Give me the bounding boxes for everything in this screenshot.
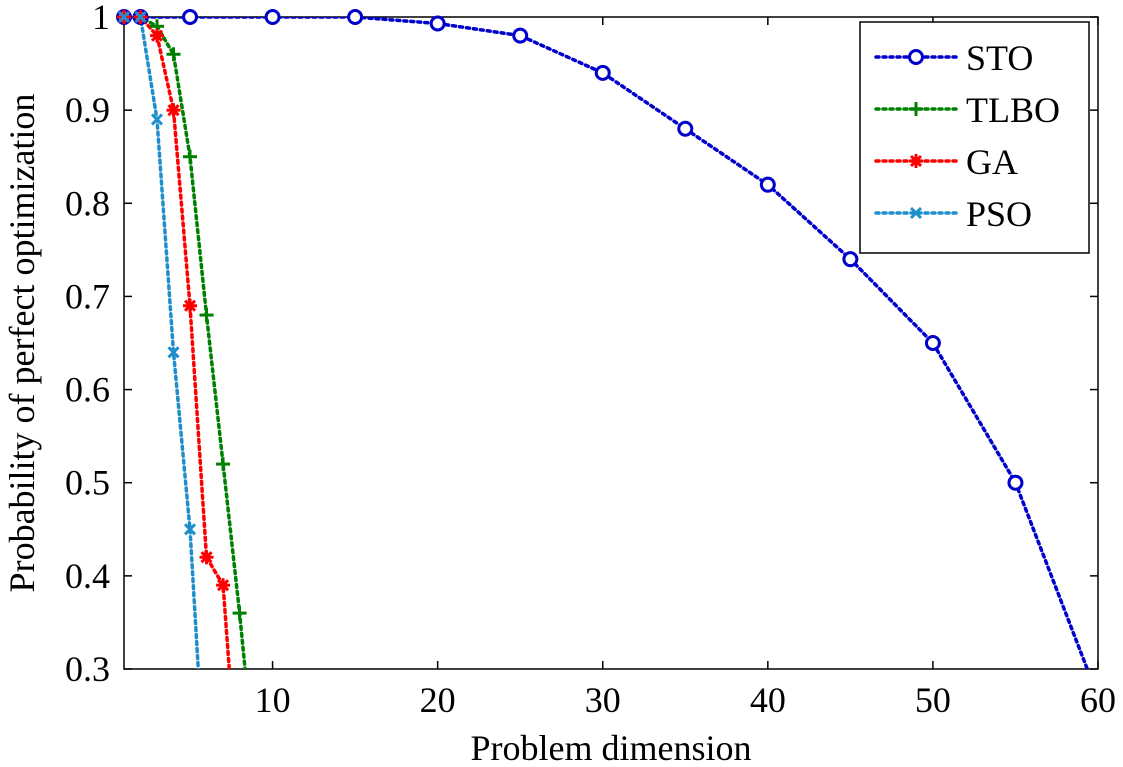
data-point-sto <box>842 251 859 268</box>
data-point-sto <box>677 120 694 137</box>
data-point-ga <box>166 103 181 118</box>
data-point-ga <box>216 578 231 593</box>
legend-marker-tlbo <box>909 102 923 116</box>
data-point-tlbo <box>199 308 214 323</box>
data-point-pso <box>134 10 147 24</box>
legend-label-sto: STO <box>966 38 1033 78</box>
data-point-ga <box>183 298 198 313</box>
data-point-ga <box>150 28 165 43</box>
legend: STO TLBO GA PSO <box>859 21 1090 254</box>
x-tick-label: 20 <box>420 680 456 720</box>
data-point-tlbo <box>166 47 181 62</box>
data-point-pso <box>167 346 180 359</box>
x-tick-label: 10 <box>255 680 291 720</box>
data-point-pso <box>117 10 131 24</box>
data-point-sto <box>512 27 529 44</box>
y-tick-label: 0.5 <box>65 463 110 503</box>
data-point-sto <box>594 64 611 81</box>
data-point-sto <box>264 9 281 25</box>
data-point-ga <box>199 550 214 565</box>
y-tick-label: 0.7 <box>65 276 110 316</box>
data-point-sto <box>1007 474 1024 491</box>
data-point-sto <box>429 15 446 32</box>
x-tick-label: 50 <box>915 680 951 720</box>
data-point-sto <box>924 335 941 351</box>
legend-label-ga: GA <box>966 142 1018 182</box>
data-point-tlbo <box>183 149 198 164</box>
x-tick-label: 30 <box>585 680 621 720</box>
data-point-sto <box>759 176 776 193</box>
legend-marker-sto <box>908 49 924 65</box>
x-tick-label: 60 <box>1080 680 1116 720</box>
series-line-sto <box>124 17 1090 669</box>
series-line-pso <box>124 17 201 669</box>
legend-marker-ga <box>909 154 923 168</box>
data-point-sto <box>347 9 364 25</box>
y-tick-label: 0.4 <box>65 556 110 596</box>
legend-label-pso: PSO <box>966 194 1032 234</box>
legend-label-tlbo: TLBO <box>966 90 1060 130</box>
y-tick-label: 0.8 <box>65 183 110 223</box>
axis-ticks: 10 20 30 40 50 60 0.3 0.4 0.5 0.6 0.7 0.8 0.9 1 <box>65 0 1116 720</box>
x-tick-label: 40 <box>750 680 786 720</box>
data-point-tlbo <box>232 606 247 621</box>
y-tick-label: 0.3 <box>65 649 110 689</box>
y-tick-label: 0.9 <box>65 90 110 130</box>
markers-layer <box>116 9 1024 621</box>
data-point-tlbo <box>216 457 231 472</box>
x-axis-label: Problem dimension <box>471 728 752 767</box>
y-axis-label: Probability of perfect optimization <box>2 94 42 593</box>
y-tick-label: 0.6 <box>65 370 110 410</box>
y-tick-label: 1 <box>92 0 110 37</box>
data-point-pso <box>183 523 197 536</box>
data-point-pso <box>150 113 164 126</box>
data-point-sto <box>182 9 199 25</box>
legend-marker-pso <box>909 206 923 220</box>
